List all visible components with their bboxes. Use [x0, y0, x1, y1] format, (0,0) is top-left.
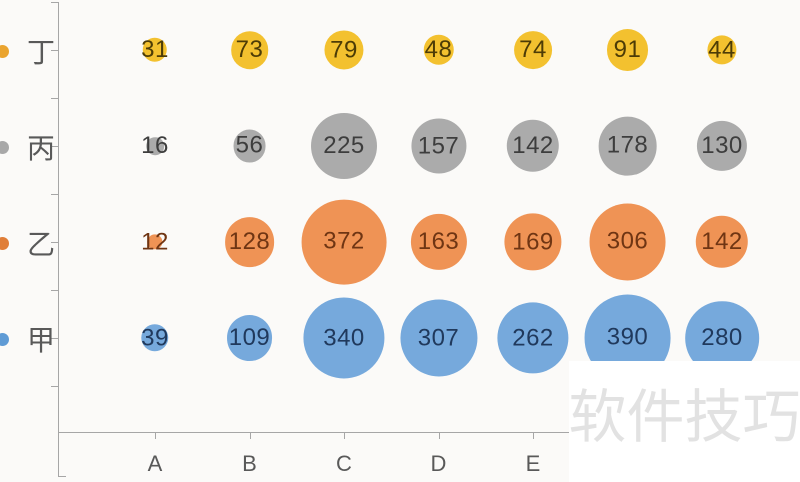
bubble-丁-3: 79 [324, 30, 364, 70]
bubble-value: 48 [424, 36, 453, 63]
bubble-value: 225 [323, 132, 365, 159]
bubble-value: 262 [512, 324, 554, 351]
bubble-value: 307 [417, 324, 460, 351]
bubble-value: 44 [708, 35, 736, 63]
bubble-value: 340 [323, 324, 365, 351]
y-axis-tick [51, 242, 58, 243]
x-axis-label-D: D [430, 451, 447, 476]
bubble-value: 280 [701, 324, 743, 351]
bubble-乙-7: 142 [695, 215, 749, 269]
bubble-value: 31 [141, 35, 169, 63]
bubble-甲-3: 340 [303, 297, 385, 379]
bubble-value: 142 [701, 227, 743, 255]
bubble-value: 128 [228, 227, 271, 255]
x-axis-tick [344, 433, 345, 439]
bubble-丙-3: 225 [311, 113, 377, 179]
y-axis-tick [51, 194, 58, 195]
category-dot-乙 [0, 237, 9, 250]
bubble-丙-2: 56 [233, 129, 266, 163]
bubble-丁-7: 44 [707, 35, 737, 65]
bubble-value: 73 [235, 35, 264, 63]
bubble-value: 142 [512, 131, 554, 159]
bubble-value: 163 [417, 227, 460, 255]
y-axis-tick [51, 98, 58, 99]
y-axis-tick [51, 338, 58, 339]
bubble-value: 306 [606, 227, 649, 255]
y-axis-label: 甲 [27, 325, 56, 356]
x-axis-tick [249, 433, 251, 439]
x-axis-tick [533, 433, 534, 439]
x-axis-label-A: A [147, 451, 163, 476]
x-axis-tick [155, 433, 156, 439]
bubble-甲-2: 109 [226, 315, 273, 361]
bubble-value: 12 [141, 228, 169, 256]
bubble-丙-4: 157 [410, 118, 467, 174]
y-axis-tick [51, 2, 58, 3]
watermark: 软件技巧 [569, 361, 800, 482]
bubble-丙-5: 142 [506, 119, 560, 173]
bubble-value: 91 [613, 36, 642, 63]
x-axis-label-B: B [242, 451, 257, 476]
bubble-乙-5: 169 [504, 213, 562, 271]
bubble-value: 74 [519, 36, 547, 63]
y-axis-line [58, 2, 59, 477]
bubble-value: 109 [228, 323, 271, 351]
y-axis-tick [51, 146, 58, 147]
bubble-乙-4: 163 [410, 213, 467, 271]
bubble-value: 79 [330, 36, 358, 63]
bubble-丙-7: 130 [696, 120, 748, 172]
bubble-乙-2: 128 [224, 217, 275, 267]
bubble-value: 157 [417, 132, 460, 159]
bubble-丁-2: 73 [230, 31, 269, 69]
bubble-甲-1: 39 [141, 324, 169, 352]
bubble-value: 390 [606, 323, 649, 351]
bubble-value: 56 [235, 131, 264, 159]
bubble-value: 372 [323, 227, 365, 255]
bubble-value: 39 [141, 324, 169, 351]
y-axis-tick [51, 386, 58, 387]
bubble-甲-5: 262 [497, 302, 569, 374]
bubble-value: 16 [141, 132, 169, 159]
x-axis-label-C: C [336, 451, 352, 476]
x-axis-line [58, 432, 800, 433]
category-dot-甲 [0, 333, 9, 346]
bubble-丙-1: 16 [141, 134, 168, 158]
bubble-丙-6: 178 [598, 116, 657, 176]
bubble-乙-3: 372 [301, 199, 387, 285]
x-axis-label-E: E [525, 451, 541, 476]
bubble-value: 169 [512, 228, 554, 255]
bubble-乙-1: 12 [141, 230, 168, 254]
y-axis-end-tick [58, 476, 66, 477]
bubble-甲-4: 307 [399, 299, 478, 377]
bubble-丁-4: 48 [423, 34, 454, 66]
bubble-丁-6: 91 [606, 29, 649, 71]
x-axis-tick [438, 433, 440, 439]
y-axis-label: 乙 [27, 229, 56, 260]
category-dot-丙 [0, 141, 9, 154]
bubble-value: 178 [606, 131, 649, 159]
bubble-value: 130 [701, 132, 743, 159]
bubble-丁-1: 31 [141, 35, 169, 63]
y-axis-tick [51, 50, 58, 51]
y-axis-label: 丁 [27, 37, 56, 68]
y-axis-label: 丙 [27, 133, 56, 164]
bubble-丁-5: 74 [514, 31, 552, 69]
bubble-乙-6: 306 [589, 203, 666, 281]
category-dot-丁 [0, 45, 9, 58]
watermark-text: 软件技巧 [568, 384, 800, 450]
y-axis-tick [51, 290, 58, 291]
